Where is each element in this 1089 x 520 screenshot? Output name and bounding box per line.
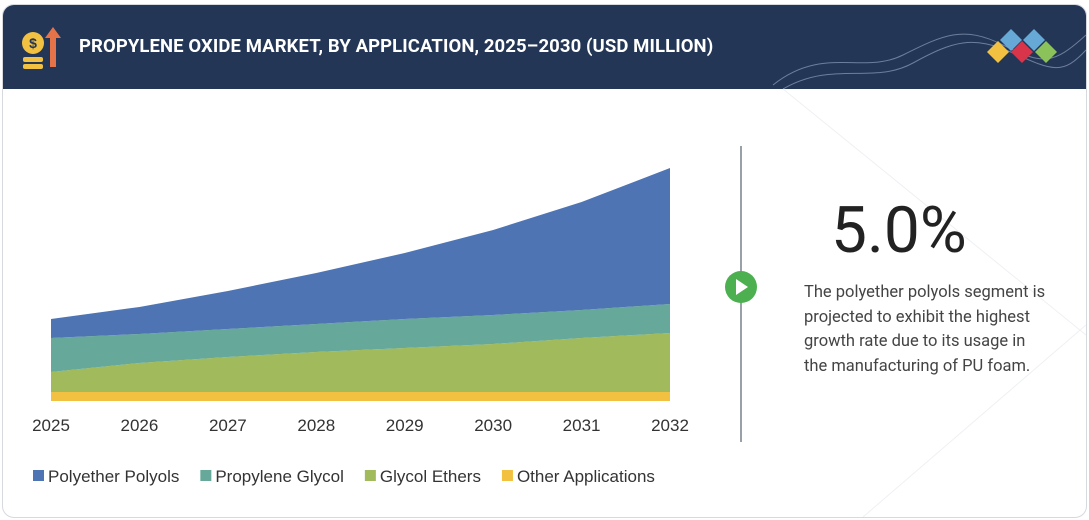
callout-value: 5.0% <box>831 193 967 268</box>
area <box>51 392 670 401</box>
legend-swatch <box>33 470 44 481</box>
x-tick-label: 2026 <box>121 416 159 435</box>
svg-text:$: $ <box>29 35 37 51</box>
legend-swatch <box>200 470 212 481</box>
chart: 2025 2026 2027 2028 2029 2030 2031 2032 Polyethe… <box>32 88 1086 517</box>
x-tick-label: 2028 <box>297 416 335 435</box>
diamonds <box>987 29 1057 63</box>
area <box>51 304 670 372</box>
x-tick-label: 2031 <box>563 416 601 435</box>
x-tick-label: 2029 <box>386 416 424 435</box>
x-tick-label: 2027 <box>209 416 247 435</box>
play-arrow <box>736 279 748 295</box>
legend-label: Polyether Polyols <box>48 467 179 486</box>
x-tick-label: 2025 <box>32 416 70 435</box>
header-decor: $ <box>22 27 1086 89</box>
callout-text: The polyether polyols segment is project… <box>804 283 1046 376</box>
legend-label: Other Applications <box>517 467 655 486</box>
bg-lines <box>782 88 1086 517</box>
area <box>51 333 670 392</box>
card: $ PROPYLENE OXIDE MARKET, BY APPLICATION… <box>2 4 1087 518</box>
icon: $ <box>22 27 61 69</box>
legend-label: Propylene Glycol <box>215 467 344 486</box>
legend-swatch <box>364 470 376 481</box>
header: $ PROPYLENE OXIDE MARKET, BY APPLICATION… <box>3 5 1086 89</box>
legend-swatch <box>501 470 513 481</box>
x-tick-label: 2032 <box>651 416 689 435</box>
legend-label: Glycol Ethers <box>380 467 481 486</box>
x-tick-label: 2030 <box>474 416 512 435</box>
area <box>51 168 670 338</box>
chart-title: PROPYLENE OXIDE MARKET, BY APPLICATION, … <box>79 35 714 57</box>
